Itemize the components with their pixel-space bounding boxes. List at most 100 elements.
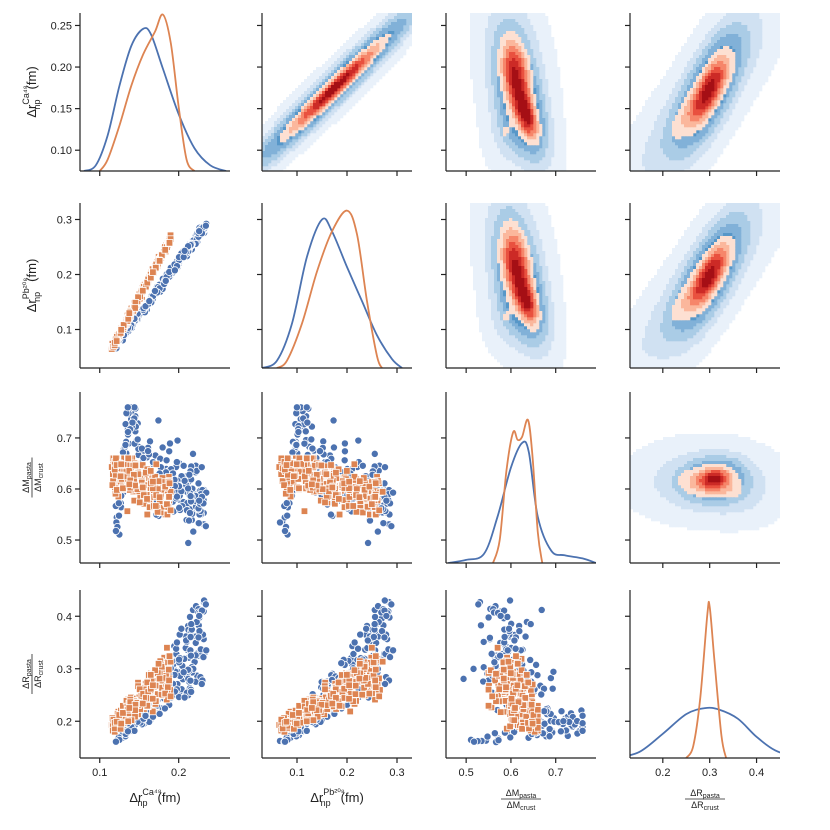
scatter-point	[326, 510, 335, 519]
scatter-point	[513, 681, 522, 689]
scatter-point	[540, 707, 549, 716]
scatter-point	[506, 596, 515, 605]
scatter-point	[186, 492, 195, 501]
scatter-point	[165, 652, 174, 660]
scatter-point	[172, 492, 181, 501]
scatter-point	[317, 701, 326, 709]
panel-r3-c3: 0.2 0.3 0.4	[625, 590, 780, 779]
scatter-point	[149, 681, 157, 689]
scatter-point	[365, 689, 374, 698]
scatter-point	[356, 660, 364, 668]
scatter-point	[350, 460, 359, 468]
scatter-series-square	[108, 644, 175, 736]
scatter-point	[321, 685, 329, 693]
scatter-point	[371, 493, 379, 501]
panel-r2-c3	[625, 392, 780, 568]
scatter-point	[175, 655, 184, 664]
scatter-point	[380, 679, 389, 688]
panel-r2-c2	[441, 392, 596, 568]
x-tick-label: 0.3	[389, 767, 404, 779]
scatter-point	[484, 685, 493, 694]
kde-contour-red	[512, 67, 531, 125]
scatter-point	[283, 511, 292, 520]
scatter-point	[292, 403, 301, 412]
y-tick-label: 0.3	[57, 215, 72, 227]
scatter-point	[161, 246, 169, 254]
panel-content-r2-c3	[630, 434, 780, 534]
scatter-point	[506, 733, 515, 742]
scatter-point	[185, 508, 194, 517]
scatter-point	[165, 447, 174, 456]
scatter-point	[537, 605, 546, 614]
scatter-point	[161, 276, 170, 285]
scatter-point	[382, 496, 391, 505]
scatter-point	[503, 646, 512, 655]
y-tick-label: 0.4	[57, 611, 72, 623]
scatter-point	[380, 596, 389, 605]
scatter-point	[114, 499, 123, 508]
scatter-point	[133, 435, 142, 444]
x-axis-label-ca48: ΔrCa⁴⁸ np (fm)	[129, 787, 180, 808]
panel-r1-c2	[441, 203, 596, 373]
scatter-point	[125, 480, 134, 489]
scatter-point	[534, 706, 542, 714]
scatter-point	[527, 701, 536, 709]
scatter-point	[165, 493, 173, 501]
scatter-point	[317, 461, 326, 470]
scatter-point	[524, 678, 532, 687]
scatter-point	[302, 403, 311, 412]
y-tick-label: 0.20	[51, 62, 72, 74]
scatter-point	[179, 668, 188, 677]
scatter-point	[117, 460, 125, 468]
scatter-point	[165, 479, 174, 487]
scatter-point	[119, 709, 127, 717]
scatter-point	[518, 725, 526, 733]
scatter-point	[147, 671, 155, 679]
scatter-point	[362, 624, 371, 633]
scatter-point	[295, 484, 303, 492]
scatter-point	[345, 695, 353, 703]
scatter-point	[515, 627, 524, 636]
scatter-point	[372, 683, 380, 691]
scatter-point	[301, 427, 310, 436]
scatter-point	[139, 483, 147, 492]
scatter-point	[382, 611, 391, 620]
x-tick-label: 0.3	[702, 767, 717, 779]
scatter-point	[280, 526, 289, 535]
scatter-point	[154, 416, 163, 425]
scatter-point	[484, 613, 493, 622]
y-tick-label: 0.2	[57, 270, 72, 282]
scatter-point	[112, 337, 121, 345]
scatter-point	[179, 461, 188, 470]
scatter-point	[163, 644, 171, 652]
kde-line-orange	[685, 600, 727, 758]
scatter-point	[123, 428, 132, 437]
scatter-point	[116, 472, 125, 481]
scatter-point	[152, 460, 160, 468]
scatter-point	[549, 667, 558, 676]
scatter-point	[345, 681, 353, 689]
scatter-point	[289, 711, 297, 719]
scatter-series-square	[108, 454, 175, 519]
scatter-point	[346, 707, 354, 716]
kde-line-orange	[98, 13, 196, 171]
y-tick-label: 0.10	[51, 145, 72, 157]
scatter-point	[504, 624, 513, 633]
scatter-series-square	[108, 231, 175, 353]
panel-content-r2-c1	[275, 403, 398, 547]
y-tick-label: 0.6	[57, 484, 72, 496]
scatter-point	[280, 737, 289, 746]
scatter-point	[354, 436, 363, 445]
scatter-point	[128, 418, 137, 427]
scatter-point	[352, 681, 360, 690]
scatter-point	[545, 725, 554, 734]
scatter-point	[335, 495, 343, 503]
scatter-point	[532, 660, 541, 669]
scatter-point	[504, 657, 513, 666]
panel-r2-c1	[257, 392, 412, 568]
kde-contour-red	[708, 476, 721, 483]
scatter-point	[511, 704, 519, 712]
kde-line-orange	[492, 418, 544, 563]
scatter-point	[187, 687, 196, 696]
